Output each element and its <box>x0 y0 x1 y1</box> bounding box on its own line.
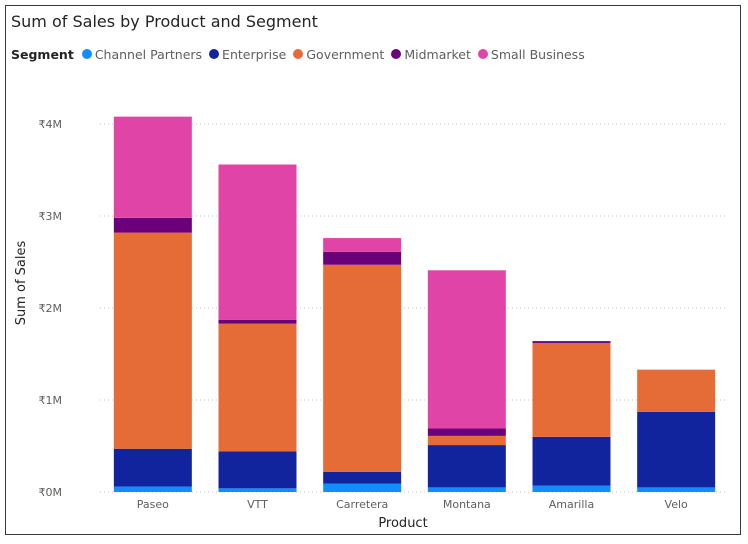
x-tick-label: Paseo <box>137 498 169 511</box>
bar-paseo-enterprise[interactable] <box>113 448 192 487</box>
legend-label-channel-partners: Channel Partners <box>94 46 203 62</box>
legend-dot-government <box>293 49 304 59</box>
chart-title: Sum of Sales by Product and Segment <box>11 12 318 31</box>
y-tick-label: ₹3M <box>39 210 63 223</box>
legend-label-small-business: Small Business <box>490 46 585 62</box>
legend-dot-midmarket <box>391 49 402 59</box>
bar-vtt-government[interactable] <box>218 323 297 452</box>
bar-carretera-enterprise[interactable] <box>323 471 402 484</box>
bar-montana-government[interactable] <box>427 435 506 446</box>
bar-carretera-small-business[interactable] <box>323 238 402 252</box>
bar-montana-small-business[interactable] <box>427 270 506 429</box>
x-tick-label: Amarilla <box>549 498 594 511</box>
legend-title: Segment <box>11 46 74 62</box>
legend-item-small-business[interactable]: Small Business <box>477 46 585 62</box>
bar-montana-midmarket[interactable] <box>427 428 506 436</box>
bar-paseo-small-business[interactable] <box>113 116 192 218</box>
legend-label-midmarket: Midmarket <box>404 46 471 62</box>
bar-velo-channel-partners[interactable] <box>637 487 716 492</box>
bar-montana-channel-partners[interactable] <box>427 487 506 492</box>
y-tick-label: ₹2M <box>39 302 63 315</box>
x-tick-label: Velo <box>665 498 688 511</box>
bar-carretera-government[interactable] <box>323 264 402 472</box>
bar-vtt-midmarket[interactable] <box>218 319 297 324</box>
bar-velo-enterprise[interactable] <box>637 411 716 488</box>
legend: Segment Channel Partners Enterprise Gove… <box>11 46 592 62</box>
x-tick-label: Montana <box>443 498 491 511</box>
legend-item-enterprise[interactable]: Enterprise <box>209 47 286 62</box>
legend-item-channel-partners[interactable]: Channel Partners <box>81 46 203 62</box>
bar-carretera-midmarket[interactable] <box>323 251 402 265</box>
legend-label-enterprise: Enterprise <box>222 46 287 62</box>
y-tick-label: ₹0M <box>39 486 63 499</box>
y-axis-title: Sum of Sales <box>14 241 29 326</box>
x-tick-label: Carretera <box>336 498 388 511</box>
x-tick-label: VTT <box>247 498 268 511</box>
bar-vtt-small-business[interactable] <box>218 164 297 320</box>
legend-item-midmarket[interactable]: Midmarket <box>391 47 471 62</box>
bar-paseo-midmarket[interactable] <box>113 217 192 233</box>
bar-paseo-channel-partners[interactable] <box>113 486 192 492</box>
legend-dot-small-business <box>477 49 488 59</box>
bar-paseo-government[interactable] <box>113 232 192 449</box>
legend-item-government[interactable]: Government <box>293 47 384 62</box>
x-axis-title: Product <box>378 516 427 531</box>
legend-label-government: Government <box>306 46 385 62</box>
bar-carretera-channel-partners[interactable] <box>323 483 402 492</box>
legend-dot-channel-partners <box>81 49 92 59</box>
y-tick-label: ₹4M <box>39 118 63 131</box>
y-tick-label: ₹1M <box>39 394 63 407</box>
legend-dot-enterprise <box>209 49 220 59</box>
bar-velo-government[interactable] <box>637 369 716 412</box>
bar-amarilla-enterprise[interactable] <box>532 436 611 486</box>
bar-vtt-channel-partners[interactable] <box>218 488 297 492</box>
bar-amarilla-government[interactable] <box>532 342 611 437</box>
bar-montana-enterprise[interactable] <box>427 445 506 488</box>
bar-amarilla-channel-partners[interactable] <box>532 485 611 492</box>
bar-vtt-enterprise[interactable] <box>218 451 297 489</box>
bar-amarilla-midmarket[interactable] <box>532 341 611 343</box>
